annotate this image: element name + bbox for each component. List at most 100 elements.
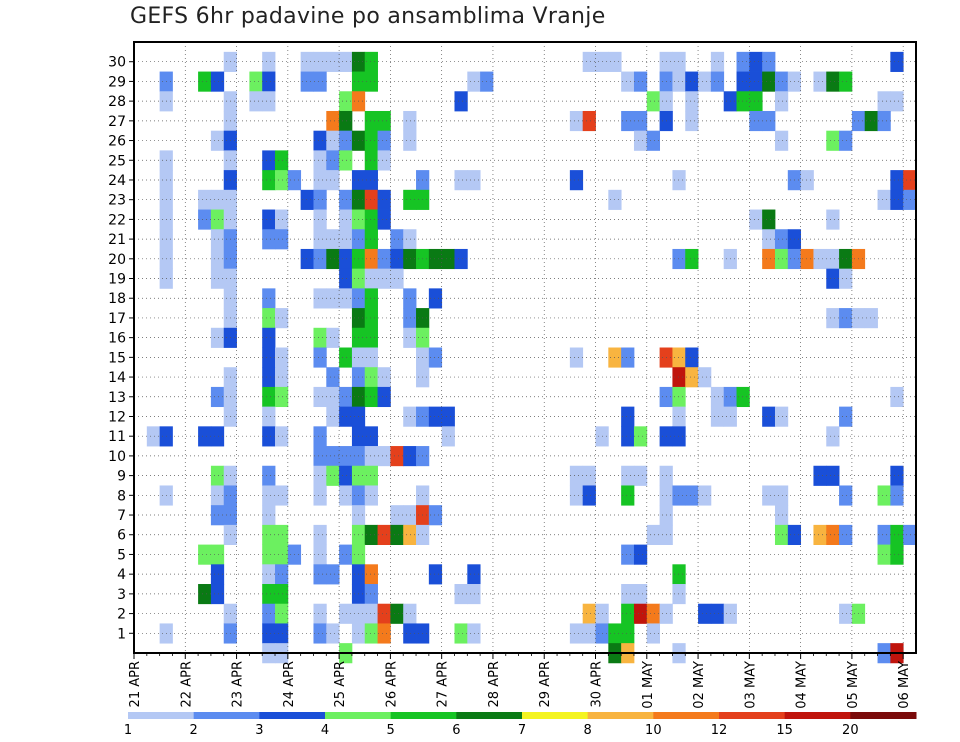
heatmap-cell [262,308,276,329]
heatmap-cell [275,426,289,447]
y-tick-label: 30 [108,55,126,71]
legend-label: 10 [645,723,662,738]
heatmap-cell [364,327,378,348]
heatmap-cell [646,524,661,545]
heatmap-cell [198,71,212,92]
heatmap-cell [774,229,789,250]
heatmap-cell [403,248,417,270]
heatmap-cell [403,229,417,250]
heatmap-cell [877,485,891,506]
heatmap-cell [364,485,378,506]
heatmap-cell [685,110,699,132]
heatmap-cell [364,347,378,368]
legend-label: 1 [124,723,132,738]
heatmap-cell [467,584,481,605]
heatmap-cell [210,426,225,447]
heatmap-cell [633,130,648,151]
heatmap-cell [262,544,276,565]
heatmap-cell [839,485,853,506]
heatmap-cell [621,426,635,447]
heatmap-cell [364,386,378,408]
heatmap-cell [275,524,289,545]
heatmap-cell [428,406,443,427]
heatmap-cell [364,110,378,132]
y-tick-label: 23 [108,193,126,209]
heatmap-cell [326,248,340,270]
y-tick-label: 12 [108,409,126,425]
heatmap-cell [377,150,391,171]
heatmap-cell [339,386,353,408]
heatmap-cell [428,288,443,309]
heatmap-cell [275,564,289,585]
heatmap-cell [262,71,276,92]
heatmap-cell [710,406,725,427]
heatmap-cell [454,623,468,644]
heatmap-cell [403,327,417,348]
heatmap-cell [275,347,289,368]
legend-label: 8 [584,723,592,738]
heatmap-cell [326,288,340,309]
y-tick-label: 21 [108,232,126,248]
heatmap-cell [339,51,353,72]
heatmap-cell [813,524,827,545]
x-tick-label: 26 APR [384,661,399,707]
legend-swatch [128,712,195,719]
legend-swatch [522,712,589,719]
heatmap-cell [903,170,917,191]
heatmap-cell [903,189,917,210]
heatmap-cell [364,189,378,210]
heatmap-cell [582,51,596,72]
heatmap-cell [262,229,276,250]
heatmap-cell [390,524,404,545]
heatmap-cell [377,209,391,230]
heatmap-cell [646,91,661,112]
heatmap-cell [736,91,750,112]
heatmap-cell [364,229,378,250]
heatmap-cell [339,150,353,171]
heatmap-cell [339,248,353,270]
heatmap-cell [826,308,840,329]
y-tick-label: 27 [108,114,126,130]
heatmap-cell [339,91,353,112]
heatmap-cell [454,91,468,112]
heatmap-cell [313,189,327,210]
y-tick-label: 19 [108,272,126,288]
legend-label: 12 [711,723,728,738]
heatmap-cell [339,268,353,289]
y-tick-label: 1 [117,626,126,642]
heatmap-cell [339,229,353,250]
heatmap-cell [262,170,276,191]
heatmap-cell [313,347,327,368]
heatmap-cell [403,406,417,427]
heatmap-cell [698,603,712,624]
heatmap-cell [685,91,699,112]
heatmap-cell [441,406,455,427]
heatmap-cell [826,524,840,545]
heatmap-cell [326,446,340,467]
heatmap-cell [262,426,276,447]
heatmap-cell [774,130,789,151]
heatmap-cell [262,150,276,171]
heatmap-cell [672,386,686,408]
x-tick-label: 29 APR [538,661,553,707]
heatmap-cell [826,130,840,151]
heatmap-cell [454,170,468,191]
legend-swatch [259,712,326,719]
heatmap-cell [890,170,904,191]
heatmap-cell [749,51,763,72]
heatmap-cell [198,209,212,230]
heatmap-cell [672,584,686,605]
heatmap-cell [441,248,455,270]
legend-swatch [325,712,392,719]
heatmap-cell [326,327,340,348]
legend-label: 5 [387,723,395,738]
heatmap-cell [890,189,904,210]
heatmap-cell [633,544,648,565]
heatmap-cell [364,564,378,585]
heatmap-cell [839,308,853,329]
heatmap-cell [839,406,853,427]
heatmap-cell [839,71,853,92]
heatmap-cell [275,623,289,644]
heatmap-cell [339,465,353,486]
heatmap-cell [364,268,378,289]
